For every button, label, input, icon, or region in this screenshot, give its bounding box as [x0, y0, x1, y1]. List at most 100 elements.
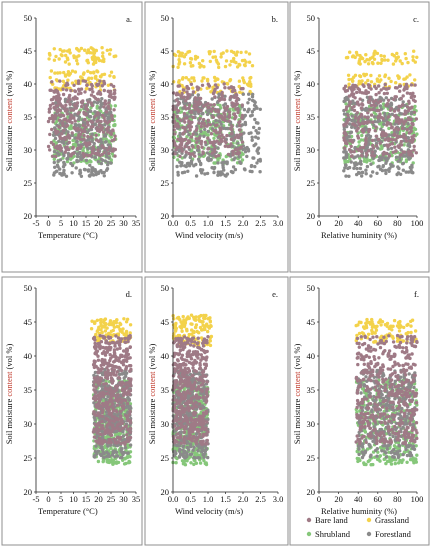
data-point: [180, 77, 185, 81]
data-point: [79, 46, 84, 51]
data-point: [182, 111, 187, 116]
data-point: [109, 83, 114, 87]
data-point: [212, 143, 216, 147]
data-point: [69, 113, 74, 118]
data-point: [400, 126, 405, 131]
data-point: [410, 163, 414, 167]
data-point: [110, 414, 115, 419]
data-point: [198, 461, 203, 465]
data-point: [96, 159, 101, 164]
data-point: [107, 336, 111, 340]
data-point: [100, 73, 104, 77]
data-point: [95, 101, 100, 105]
x-tick-label: 80: [393, 218, 402, 228]
x-tick-label: 40: [354, 218, 363, 228]
data-point: [255, 161, 259, 165]
data-point: [232, 112, 236, 117]
data-point: [373, 128, 377, 133]
data-point: [119, 368, 124, 373]
data-point: [362, 121, 366, 126]
data-point: [237, 84, 241, 89]
data-point: [94, 439, 98, 443]
data-point: [60, 121, 65, 125]
data-point: [360, 128, 364, 133]
x-tick-label: 0.0: [168, 218, 179, 228]
data-point: [399, 104, 403, 109]
data-point: [67, 126, 72, 130]
data-point: [183, 145, 187, 149]
data-point: [351, 122, 356, 126]
data-point: [47, 107, 52, 111]
series-grassland: [47, 46, 118, 93]
x-tick-label: 5: [59, 218, 63, 228]
data-point: [57, 118, 62, 122]
data-point: [74, 79, 78, 83]
data-point: [225, 160, 229, 164]
data-point: [112, 419, 116, 423]
data-point: [227, 110, 232, 114]
data-point: [108, 371, 112, 376]
data-point: [195, 85, 199, 89]
data-point: [230, 128, 234, 132]
data-point: [107, 151, 111, 156]
panel-letter: d.: [126, 289, 132, 299]
data-point: [59, 53, 63, 57]
data-point: [238, 160, 242, 164]
data-point: [227, 115, 232, 120]
data-point: [363, 115, 367, 119]
data-point: [123, 446, 128, 450]
data-point: [397, 121, 401, 125]
data-point: [182, 170, 187, 174]
data-point: [216, 110, 221, 114]
data-point: [115, 423, 120, 427]
data-point: [355, 129, 359, 133]
data-point: [209, 132, 214, 136]
data-point: [90, 166, 94, 170]
data-point: [93, 341, 97, 346]
data-point: [365, 164, 370, 169]
x-tick-label: 15: [82, 218, 91, 228]
data-point: [90, 51, 94, 55]
data-point: [67, 96, 71, 100]
y-tick-label: 45: [307, 46, 316, 56]
data-point: [399, 143, 404, 147]
data-point: [411, 98, 416, 102]
data-point: [115, 403, 120, 407]
data-point: [206, 129, 210, 134]
data-point: [205, 86, 209, 90]
x-tick-label: 35: [132, 218, 141, 228]
data-point: [189, 57, 194, 61]
data-point: [247, 83, 251, 88]
x-tick-label: 30: [119, 218, 128, 228]
data-point: [359, 149, 364, 154]
x-tick-label: 0: [46, 494, 50, 504]
x-tick-label: 20: [334, 218, 343, 228]
data-point: [172, 80, 176, 84]
data-point: [206, 105, 211, 110]
data-point: [126, 381, 130, 385]
data-point: [202, 76, 206, 80]
data-point: [102, 452, 106, 456]
data-point: [415, 55, 419, 59]
data-point: [258, 157, 262, 162]
data-point: [184, 318, 188, 322]
data-point: [212, 49, 216, 54]
data-point: [181, 462, 186, 466]
data-point: [199, 124, 203, 129]
data-point: [229, 49, 234, 53]
x-tick-label: 2.0: [238, 218, 249, 228]
data-point: [128, 430, 132, 434]
data-point: [189, 125, 193, 129]
data-point: [75, 62, 80, 66]
data-point: [345, 121, 349, 125]
data-point: [412, 49, 416, 53]
data-point: [181, 314, 185, 319]
data-point: [95, 452, 99, 456]
data-point: [53, 165, 57, 169]
data-point: [61, 114, 66, 118]
data-point: [89, 71, 93, 75]
data-point: [118, 409, 123, 413]
y-tick-label: 40: [161, 79, 170, 89]
